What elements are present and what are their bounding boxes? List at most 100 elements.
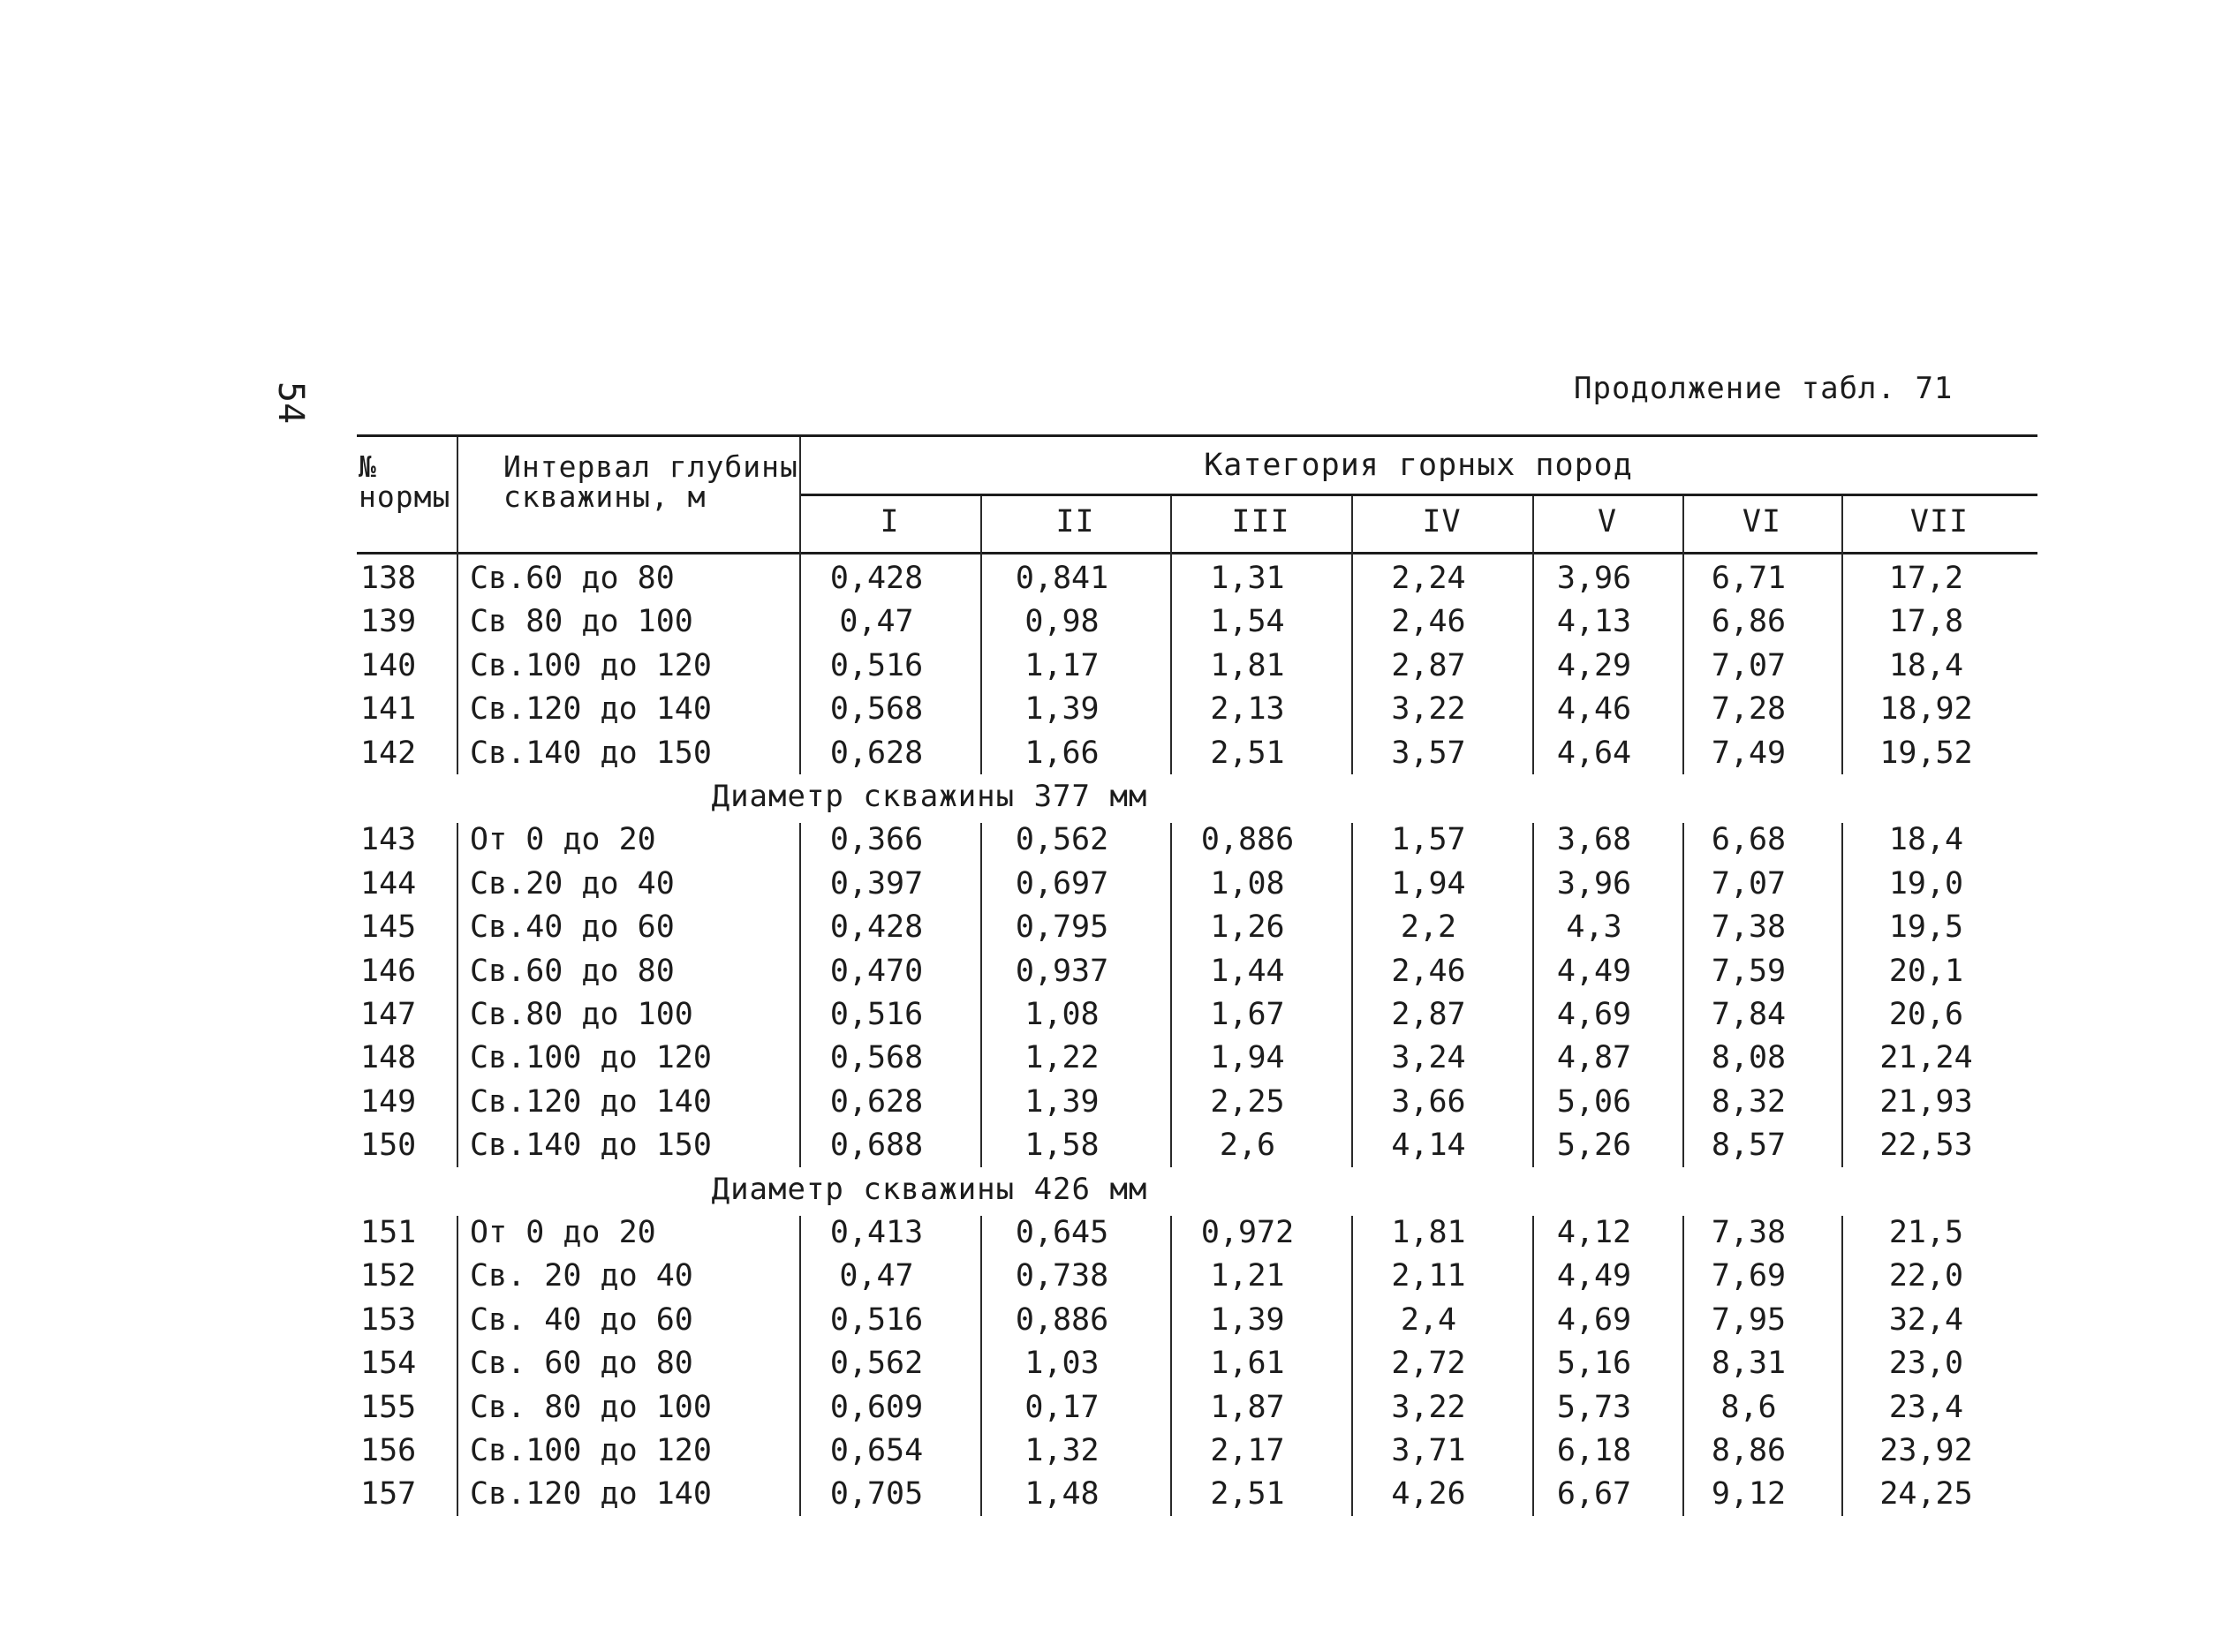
value-cell-cat-7: 23,4 — [1888, 1389, 1964, 1425]
header-category-title: Категория горных пород — [1204, 448, 1633, 483]
value-cell-cat-7: 19,5 — [1888, 909, 1964, 946]
column-divider — [457, 437, 458, 774]
value-cell-cat-6: 8,86 — [1711, 1433, 1787, 1468]
value-cell-cat-6: 7,38 — [1711, 1215, 1787, 1250]
norm-number: 145 — [360, 909, 417, 946]
column-divider — [1351, 1216, 1353, 1516]
value-cell-cat-7: 20,6 — [1888, 997, 1964, 1032]
column-divider — [1532, 1216, 1534, 1516]
value-cell-cat-3: 2,17 — [1210, 1433, 1285, 1468]
depth-interval: Св.80 до 100 — [470, 997, 693, 1032]
page-number: 54 — [270, 381, 311, 425]
value-cell-cat-1: 0,628 — [829, 1083, 924, 1120]
value-cell-cat-6: 7,59 — [1711, 953, 1787, 989]
value-cell-cat-3: 1,81 — [1210, 647, 1285, 683]
value-cell-cat-5: 5,26 — [1556, 1128, 1632, 1164]
value-cell-cat-3: 1,08 — [1210, 865, 1285, 901]
value-cell-cat-3: 2,25 — [1210, 1083, 1285, 1120]
value-cell-cat-7: 20,1 — [1888, 953, 1964, 989]
column-divider — [799, 437, 801, 774]
value-cell-cat-2: 0,886 — [1015, 1301, 1109, 1338]
depth-interval: Св. 40 до 60 — [470, 1301, 693, 1338]
value-cell-cat-6: 8,6 — [1720, 1389, 1777, 1425]
value-cell-cat-1: 0,609 — [829, 1389, 924, 1425]
value-cell-cat-5: 6,67 — [1556, 1476, 1632, 1512]
depth-interval: Св.140 до 150 — [470, 735, 712, 771]
value-cell-cat-5: 6,18 — [1556, 1433, 1632, 1468]
value-cell-cat-3: 2,6 — [1219, 1128, 1276, 1164]
value-cell-cat-6: 8,32 — [1711, 1083, 1787, 1120]
header-category-6: VI — [1742, 504, 1782, 539]
header-category-2: II — [1055, 504, 1095, 539]
column-divider — [1170, 496, 1172, 774]
value-cell-cat-2: 0,841 — [1015, 561, 1109, 596]
header-bottom-rule — [357, 552, 2037, 554]
value-cell-cat-7: 17,2 — [1888, 561, 1964, 596]
norm-number: 157 — [360, 1476, 417, 1512]
depth-interval: Св.140 до 150 — [470, 1128, 712, 1164]
value-cell-cat-5: 3,96 — [1556, 865, 1632, 901]
value-cell-cat-1: 0,413 — [829, 1215, 924, 1250]
value-cell-cat-3: 1,39 — [1210, 1301, 1285, 1338]
column-divider — [980, 823, 982, 1167]
value-cell-cat-4: 1,94 — [1391, 865, 1466, 901]
value-cell-cat-3: 2,51 — [1210, 735, 1285, 771]
norm-number: 149 — [360, 1083, 417, 1120]
depth-interval: Св.60 до 80 — [470, 561, 675, 596]
depth-interval: От 0 до 20 — [470, 1215, 656, 1250]
value-cell-cat-1: 0,568 — [829, 1040, 924, 1076]
value-cell-cat-1: 0,516 — [829, 1301, 924, 1338]
value-cell-cat-4: 1,57 — [1391, 822, 1466, 858]
value-cell-cat-3: 1,26 — [1210, 909, 1285, 946]
value-cell-cat-6: 6,68 — [1711, 822, 1787, 858]
value-cell-cat-2: 1,66 — [1024, 735, 1100, 771]
norm-number: 138 — [360, 561, 417, 596]
value-cell-cat-1: 0,688 — [829, 1128, 924, 1164]
value-cell-cat-2: 1,17 — [1024, 647, 1100, 683]
value-cell-cat-6: 8,57 — [1711, 1128, 1787, 1164]
value-cell-cat-1: 0,516 — [829, 647, 924, 683]
value-cell-cat-6: 7,69 — [1711, 1258, 1787, 1294]
value-cell-cat-2: 1,39 — [1024, 691, 1100, 728]
column-divider — [1682, 823, 1684, 1167]
value-cell-cat-7: 21,24 — [1879, 1040, 1973, 1076]
column-divider — [1532, 823, 1534, 1167]
norm-number: 154 — [360, 1346, 417, 1382]
column-divider — [980, 496, 982, 774]
value-cell-cat-7: 19,52 — [1879, 735, 1973, 771]
depth-interval: Св.100 до 120 — [470, 647, 712, 683]
value-cell-cat-6: 6,71 — [1711, 561, 1787, 596]
header-category-1: I — [880, 504, 900, 539]
table-caption: Продолжение табл. 71 — [1574, 371, 1954, 406]
column-divider — [1351, 496, 1353, 774]
value-cell-cat-5: 4,46 — [1556, 691, 1632, 728]
value-cell-cat-5: 4,87 — [1556, 1040, 1632, 1076]
header-category-5: V — [1597, 504, 1618, 539]
value-cell-cat-7: 24,25 — [1879, 1476, 1973, 1512]
value-cell-cat-1: 0,47 — [839, 604, 914, 640]
value-cell-cat-3: 0,886 — [1200, 822, 1295, 858]
value-cell-cat-6: 7,07 — [1711, 865, 1787, 901]
depth-interval: Св 80 до 100 — [470, 604, 693, 640]
section-title-text: Диаметр скважины 377 мм — [711, 779, 1148, 814]
header-interval-line1: Интервал глубины — [503, 449, 798, 484]
value-cell-cat-5: 4,49 — [1556, 1258, 1632, 1294]
value-cell-cat-4: 2,87 — [1391, 997, 1466, 1032]
depth-interval: Св. 60 до 80 — [470, 1346, 693, 1382]
column-divider — [457, 1216, 458, 1516]
value-cell-cat-5: 5,73 — [1556, 1389, 1632, 1425]
value-cell-cat-5: 3,96 — [1556, 561, 1632, 596]
column-divider — [1841, 1216, 1843, 1516]
value-cell-cat-6: 7,07 — [1711, 647, 1787, 683]
value-cell-cat-5: 4,13 — [1556, 604, 1632, 640]
value-cell-cat-2: 1,39 — [1024, 1083, 1100, 1120]
value-cell-cat-1: 0,470 — [829, 953, 924, 989]
value-cell-cat-4: 3,22 — [1391, 1389, 1466, 1425]
depth-interval: Св.120 до 140 — [470, 1476, 712, 1512]
section-title: Диаметр скважины 377 мм — [0, 774, 2230, 818]
value-cell-cat-2: 0,937 — [1015, 953, 1109, 989]
value-cell-cat-1: 0,516 — [829, 997, 924, 1032]
column-divider — [799, 823, 801, 1167]
value-cell-cat-4: 2,11 — [1391, 1258, 1466, 1294]
value-cell-cat-2: 1,08 — [1024, 997, 1100, 1032]
